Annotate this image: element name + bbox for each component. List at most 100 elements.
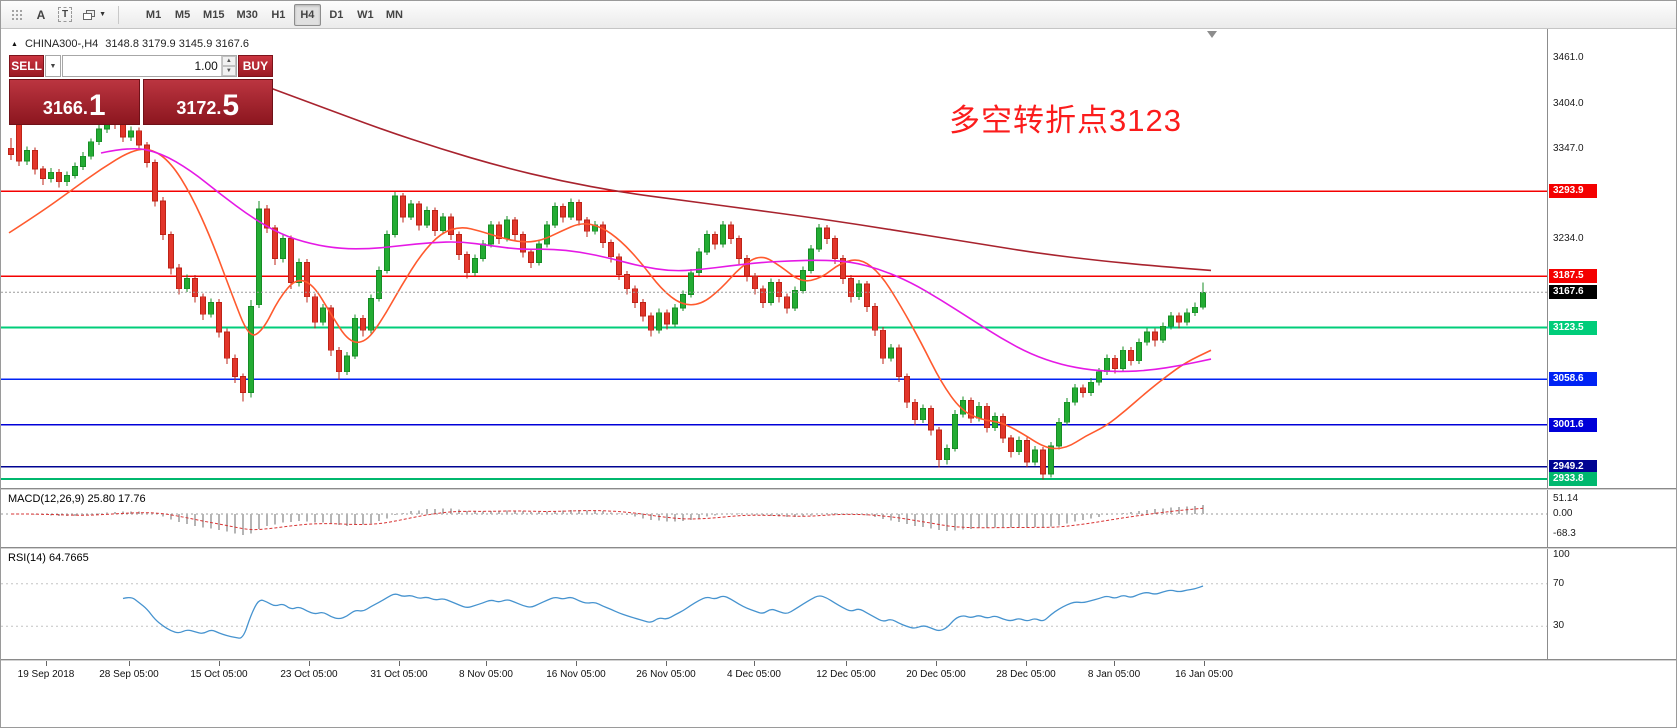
macd-axis: 51.14 0.00 -68.3 (1547, 490, 1676, 547)
ma-fast-line (8, 148, 1212, 450)
buy-button[interactable]: BUY (237, 55, 274, 77)
pane-splitter[interactable] (1, 547, 1676, 549)
timeframe-group: M1 M5 M15 M30 H1 H4 D1 W1 MN (140, 3, 408, 26)
time-axis-label: 4 Dec 05:00 (727, 669, 781, 680)
time-tick (576, 661, 577, 666)
time-axis-label: 8 Jan 05:00 (1087, 669, 1141, 680)
volume-input[interactable] (62, 56, 221, 76)
time-tick (129, 661, 130, 666)
chevron-down-icon: ▼ (49, 62, 57, 70)
rsi-axis-label: 70 (1553, 577, 1565, 589)
toolbar-separator (118, 5, 120, 24)
timeframe-button-m5[interactable]: M5 (169, 4, 196, 26)
pane-splitter[interactable] (1, 488, 1676, 490)
current-price-tag: 3167.6 (1549, 285, 1597, 300)
macd-signal-line (10, 507, 1204, 531)
time-tick (1114, 661, 1115, 666)
volume-spinner: ▲ ▼ (220, 56, 236, 76)
time-axis-label: 19 Sep 2018 (17, 669, 75, 680)
timeframe-button-m30[interactable]: M30 (231, 4, 262, 26)
time-tick (846, 661, 847, 666)
text-tool-icon: T (58, 7, 73, 22)
timeframe-button-d1[interactable]: D1 (323, 4, 350, 26)
chart-symbol-label: CHINA300-,H4 (24, 38, 99, 50)
price-axis-label: 3347.0 (1553, 143, 1584, 155)
time-tick (399, 661, 400, 666)
timeframe-button-h1[interactable]: H1 (265, 4, 292, 26)
price-axis-label: 3461.0 (1553, 51, 1584, 63)
timeframe-button-m15[interactable]: M15 (198, 4, 229, 26)
rsi-axis-label: 100 (1553, 549, 1570, 560)
level-lines-layer (1, 190, 1547, 480)
time-tick (486, 661, 487, 666)
time-axis-label: 16 Nov 05:00 (546, 669, 606, 680)
price-level-tag-3293.9: 3293.9 (1549, 184, 1597, 199)
time-axis-label: 23 Oct 05:00 (280, 669, 338, 680)
time-tick (46, 661, 47, 666)
buy-price-tile[interactable]: 3172. 5 (142, 79, 273, 125)
time-tick (219, 661, 220, 666)
buy-price-big-digit: 5 (222, 88, 240, 122)
sell-price-base: 3166. (42, 98, 88, 118)
volume-field: ▲ ▼ (61, 55, 237, 77)
price-level-tag-3058.6: 3058.6 (1549, 372, 1597, 387)
ma-slow-line (268, 86, 1212, 272)
time-axis-label: 16 Jan 05:00 (1175, 669, 1233, 680)
macd-label: MACD(12,26,9) 25.80 17.76 (8, 493, 146, 505)
time-tick (936, 661, 937, 666)
grid-dots-icon[interactable] (5, 4, 29, 26)
buy-price-base: 3172. (176, 98, 222, 118)
price-level-tag-3123.5: 3123.5 (1549, 320, 1597, 335)
order-type-dropdown[interactable]: ▼ (45, 55, 61, 77)
cursor-arrow-button[interactable]: A (29, 4, 53, 26)
time-axis-label: 26 Nov 05:00 (636, 669, 696, 680)
time-tick (309, 661, 310, 666)
text-tool-button[interactable]: T (53, 4, 77, 26)
objects-dropdown-button[interactable]: ▼ (77, 4, 111, 26)
sell-price-big-digit: 1 (88, 88, 106, 122)
macd-histogram (18, 505, 1204, 536)
price-level-tag-2949.2: 2949.2 (1549, 459, 1597, 474)
cascade-windows-icon (83, 9, 96, 20)
time-axis-label: 15 Oct 05:00 (190, 669, 248, 680)
toolbar: A T ▼ M1 M5 M15 M30 H1 H4 D1 W1 MN (1, 1, 1676, 29)
grid-dots-icon-svg (12, 9, 22, 20)
chart-annotation: 多空转折点3123 (949, 103, 1182, 138)
rsi-pane[interactable] (1, 549, 1547, 659)
price-axis-label: 3234.0 (1553, 233, 1584, 245)
ma-mid-line (100, 147, 1212, 373)
time-axis-label: 28 Sep 05:00 (99, 669, 159, 680)
price-level-tag-2933.8: 2933.8 (1549, 472, 1597, 486)
price-axis-label: 3404.0 (1553, 97, 1584, 109)
rsi-axis-label: 30 (1553, 620, 1565, 632)
sell-price-tile[interactable]: 3166. 1 (9, 79, 140, 125)
time-tick (1204, 661, 1205, 666)
timeframe-button-m1[interactable]: M1 (140, 4, 167, 26)
time-axis-label: 20 Dec 05:00 (906, 669, 966, 680)
time-axis-label: 12 Dec 05:00 (816, 669, 876, 680)
time-tick (666, 661, 667, 666)
sell-button[interactable]: SELL (9, 55, 45, 77)
macd-axis-label: 0.00 (1553, 508, 1573, 519)
price-level-tag-3001.6: 3001.6 (1549, 417, 1597, 432)
chart-symbol-icon: ▲ (11, 40, 18, 48)
timeframe-button-h4[interactable]: H4 (293, 3, 321, 26)
time-tick (1026, 661, 1027, 666)
chart-shift-marker[interactable] (1207, 31, 1217, 38)
timeframe-button-mn[interactable]: MN (381, 4, 408, 26)
volume-decrease-button[interactable]: ▼ (221, 66, 236, 76)
time-axis: 19 Sep 2018 28 Sep 05:00 15 Oct 05:00 23 Oc… (1, 661, 1676, 689)
candles-layer[interactable] (8, 81, 1206, 480)
time-axis-label: 8 Nov 05:00 (459, 669, 513, 680)
chevron-down-icon: ▼ (99, 11, 107, 18)
chart-title: ▲ CHINA300-,H4 3148.8 3179.9 3145.9 3167… (11, 38, 249, 50)
pane-splitter[interactable] (1, 659, 1676, 661)
chart-ohlc-values: 3148.8 3179.9 3145.9 3167.6 (105, 38, 250, 50)
one-click-trading-panel: SELL ▼ ▲ ▼ BUY 3166.1 3172.5 (9, 55, 274, 125)
timeframe-button-w1[interactable]: W1 (352, 4, 379, 26)
volume-increase-button[interactable]: ▲ (221, 56, 236, 66)
macd-axis-label: -68.3 (1553, 528, 1576, 540)
macd-pane[interactable] (1, 490, 1547, 547)
price-axis: 3461.0 3404.0 3347.0 3234.0 3293.9 3187.5 3123… (1547, 29, 1676, 488)
